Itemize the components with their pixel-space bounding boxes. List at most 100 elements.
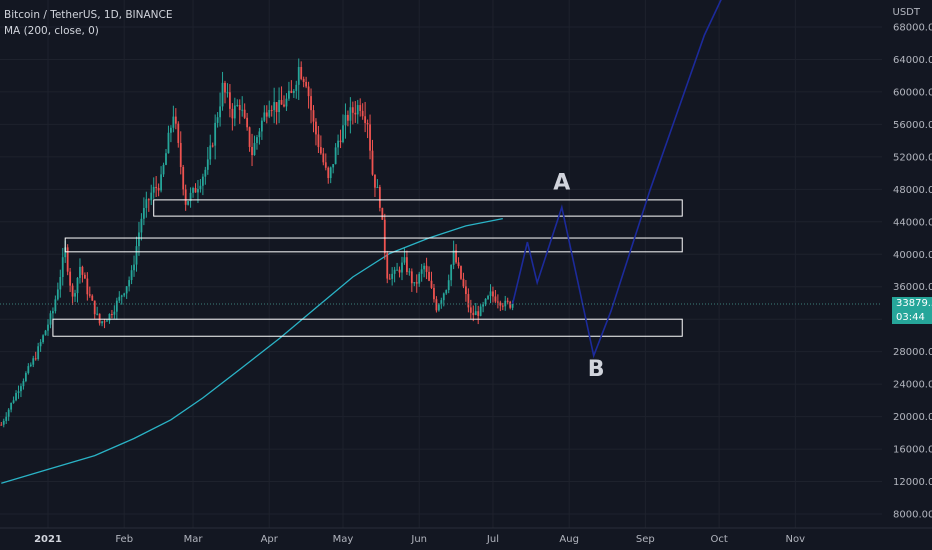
candle-up	[56, 289, 59, 300]
candle-up	[10, 402, 13, 410]
candle-down	[383, 219, 386, 254]
candle-up	[221, 82, 224, 107]
candle-up	[393, 269, 396, 274]
candle-up	[201, 176, 204, 186]
candle-up	[482, 304, 485, 307]
candle-up	[106, 320, 108, 322]
candle-up	[511, 303, 514, 308]
candle-down	[467, 294, 470, 308]
candle-down	[339, 140, 342, 143]
candle-up	[42, 335, 44, 343]
support-resistance-zones[interactable]	[52, 199, 683, 337]
candle-up	[120, 295, 123, 297]
candle-down	[98, 313, 101, 324]
candle-down	[182, 166, 185, 190]
candle-up	[204, 169, 207, 177]
candle-up	[285, 98, 288, 107]
candle-down	[327, 167, 330, 179]
candle-up	[278, 100, 280, 113]
candle-down	[354, 112, 357, 115]
candle-up	[197, 189, 199, 193]
candle-up	[24, 373, 27, 382]
candlestick-series	[0, 58, 514, 428]
symbol-title: Bitcoin / TetherUS, 1D, BINANCE	[4, 9, 173, 21]
candle-down	[509, 301, 512, 308]
candle-up	[332, 164, 335, 168]
candle-down	[324, 162, 327, 168]
candle-up	[334, 147, 337, 165]
candle-down	[238, 104, 241, 111]
candle-down	[496, 301, 499, 303]
candle-down	[88, 294, 91, 296]
time-tick-label: Jun	[410, 534, 427, 545]
candle-up	[130, 270, 133, 281]
time-tick-label: Nov	[786, 534, 806, 545]
time-tick-label: Jul	[486, 534, 499, 545]
candle-down	[398, 269, 401, 273]
candle-down	[270, 109, 273, 111]
price-axis-bg[interactable]	[882, 0, 932, 528]
candle-up	[145, 199, 148, 208]
candle-up	[413, 282, 416, 284]
candle-down	[322, 153, 325, 163]
candle-up	[396, 269, 398, 271]
candle-up	[420, 269, 423, 274]
candle-up	[241, 109, 244, 111]
candle-up	[123, 293, 126, 296]
candle-up	[297, 67, 300, 85]
candle-up	[356, 105, 359, 115]
candle-down	[69, 271, 72, 286]
candle-down	[81, 266, 84, 275]
candle-down	[179, 142, 182, 167]
candle-up	[192, 187, 194, 193]
price-tick-label: 12000.00	[893, 477, 932, 488]
candle-up	[165, 153, 167, 165]
candle-down	[492, 291, 494, 297]
candle-up	[437, 304, 440, 311]
candle-up	[236, 104, 239, 106]
candle-up	[59, 277, 62, 290]
candle-up	[479, 306, 482, 316]
candle-down	[305, 81, 308, 87]
zone-rectangle[interactable]	[153, 199, 683, 217]
candle-down	[229, 92, 231, 109]
candle-up	[268, 109, 271, 117]
candle-down	[506, 300, 509, 302]
price-tick-label: 36000.00	[893, 282, 932, 293]
candle-up	[115, 300, 118, 312]
candle-up	[101, 321, 103, 324]
candle-down	[302, 78, 305, 82]
candle-up	[167, 132, 170, 154]
candle-up	[295, 84, 298, 91]
candle-down	[347, 114, 349, 121]
candle-up	[118, 296, 121, 301]
candle-up	[113, 311, 116, 315]
zone-rectangle[interactable]	[52, 318, 683, 337]
time-tick-label: 2021	[34, 534, 62, 545]
candle-down	[435, 299, 438, 311]
candle-up	[172, 116, 175, 128]
candle-up	[138, 232, 140, 247]
candle-up	[403, 257, 406, 263]
zone-rectangle[interactable]	[64, 237, 683, 253]
candle-down	[415, 282, 418, 284]
candle-down	[103, 321, 106, 323]
time-axis-bg	[0, 528, 932, 550]
projection-polyline[interactable]	[511, 0, 739, 359]
candle-down	[462, 278, 465, 287]
candle-up	[329, 167, 332, 179]
candle-up	[288, 90, 290, 99]
candle-down	[224, 82, 226, 93]
candle-down	[366, 122, 369, 125]
projection-path[interactable]	[511, 0, 739, 359]
candle-up	[263, 112, 266, 121]
price-tick-label: 28000.00	[893, 347, 932, 358]
candle-up	[52, 311, 54, 314]
candle-up	[135, 246, 138, 265]
candle-up	[226, 92, 229, 94]
candle-down	[406, 257, 408, 272]
candle-down	[251, 146, 253, 156]
candle-up	[142, 207, 145, 219]
price-tick-label: 20000.00	[893, 412, 932, 423]
